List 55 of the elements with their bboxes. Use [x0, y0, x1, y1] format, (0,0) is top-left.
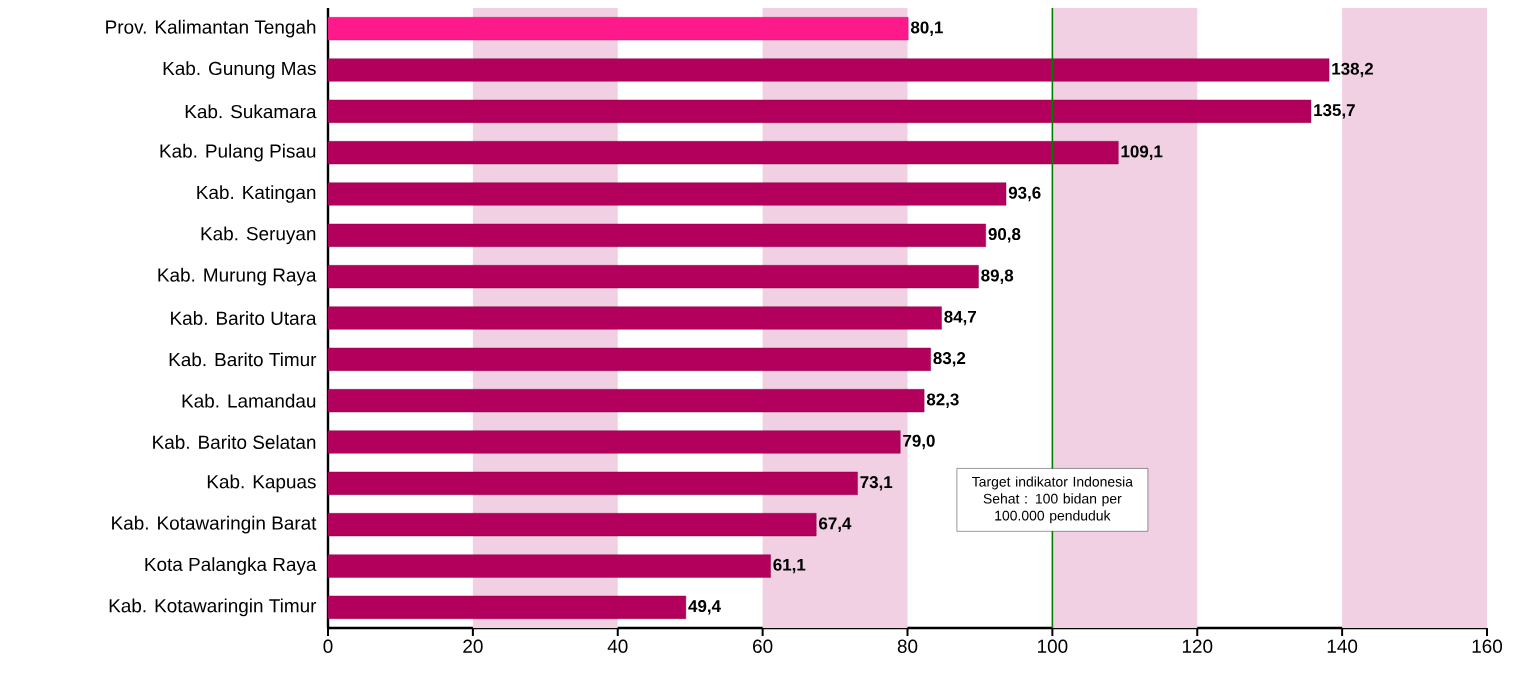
bar — [327, 99, 1312, 123]
data-label: 135,7 — [1314, 104, 1355, 119]
x-tick-label: 20 — [463, 639, 483, 653]
x-tick-label: 40 — [607, 639, 628, 653]
bar — [327, 347, 931, 371]
data-label: 90,8 — [988, 228, 1021, 243]
y-tick-label: Prov. Kalimantan Tengah — [106, 19, 316, 38]
data-label: 73,1 — [860, 476, 893, 491]
y-tick-label: Kab. Barito Timur — [169, 352, 317, 367]
x-tick-label: 100 — [1038, 639, 1068, 653]
bar — [327, 17, 909, 41]
y-tick-label: Kab. Kapuas — [207, 474, 316, 493]
data-label: 109,1 — [1121, 145, 1163, 160]
y-tick-label: Kab. Sukamara — [185, 104, 317, 119]
bar — [327, 595, 687, 619]
y-tick-label: Kab. Barito Utara — [171, 311, 317, 325]
y-tick-label: Kab. Murung Raya — [158, 267, 317, 286]
bar — [327, 389, 925, 413]
data-label: 138,2 — [1332, 62, 1373, 78]
bar — [327, 554, 771, 578]
x-tick-label: 80 — [897, 639, 918, 653]
bar — [327, 223, 986, 247]
y-tick-label: Kab. Kotawaringin Barat — [112, 515, 317, 534]
y-tick-label: Kab. Barito Selatan — [153, 435, 316, 449]
bar — [327, 141, 1119, 165]
x-tick-label: 160 — [1472, 639, 1503, 653]
y-tick-label: Kab. Pulang Pisau — [160, 143, 316, 162]
data-label: 49,4 — [688, 600, 721, 615]
y-tick-label: Kab. Gunung Mas — [163, 61, 316, 79]
data-label: 79,0 — [903, 434, 935, 450]
ref-line-label: Target indikator Indonesia Sehat : 100 bidan per 100.000 penduduk — [972, 476, 1133, 524]
data-label: 80,1 — [910, 21, 943, 36]
x-tick-label: 0 — [323, 639, 333, 653]
data-label: 67,4 — [819, 517, 852, 532]
bar — [327, 513, 817, 537]
y-tick-label: Kab. Kotawaringin Timur — [109, 598, 317, 617]
x-tick-label: 60 — [753, 639, 773, 653]
bar — [327, 182, 1007, 206]
data-label: 61,1 — [773, 558, 806, 574]
data-label: 84,7 — [944, 310, 976, 326]
y-tick-label: Kab. Seruyan — [201, 226, 316, 245]
bar — [327, 58, 1330, 82]
data-label: 83,2 — [933, 352, 966, 367]
y-tick-label: Kota Palangka Raya — [145, 557, 317, 575]
bar — [327, 430, 901, 454]
x-tick-label: 140 — [1327, 639, 1358, 653]
y-tick-label: Kab. Lamandau — [182, 393, 316, 408]
bar — [327, 265, 979, 289]
bar — [327, 306, 942, 330]
data-label: 93,6 — [1008, 186, 1041, 202]
data-label: 82,3 — [926, 393, 959, 408]
bar — [327, 471, 858, 495]
x-tick-label: 120 — [1182, 639, 1213, 653]
data-label: 89,8 — [981, 269, 1014, 284]
y-tick-label: Kab. Katingan — [197, 185, 316, 203]
